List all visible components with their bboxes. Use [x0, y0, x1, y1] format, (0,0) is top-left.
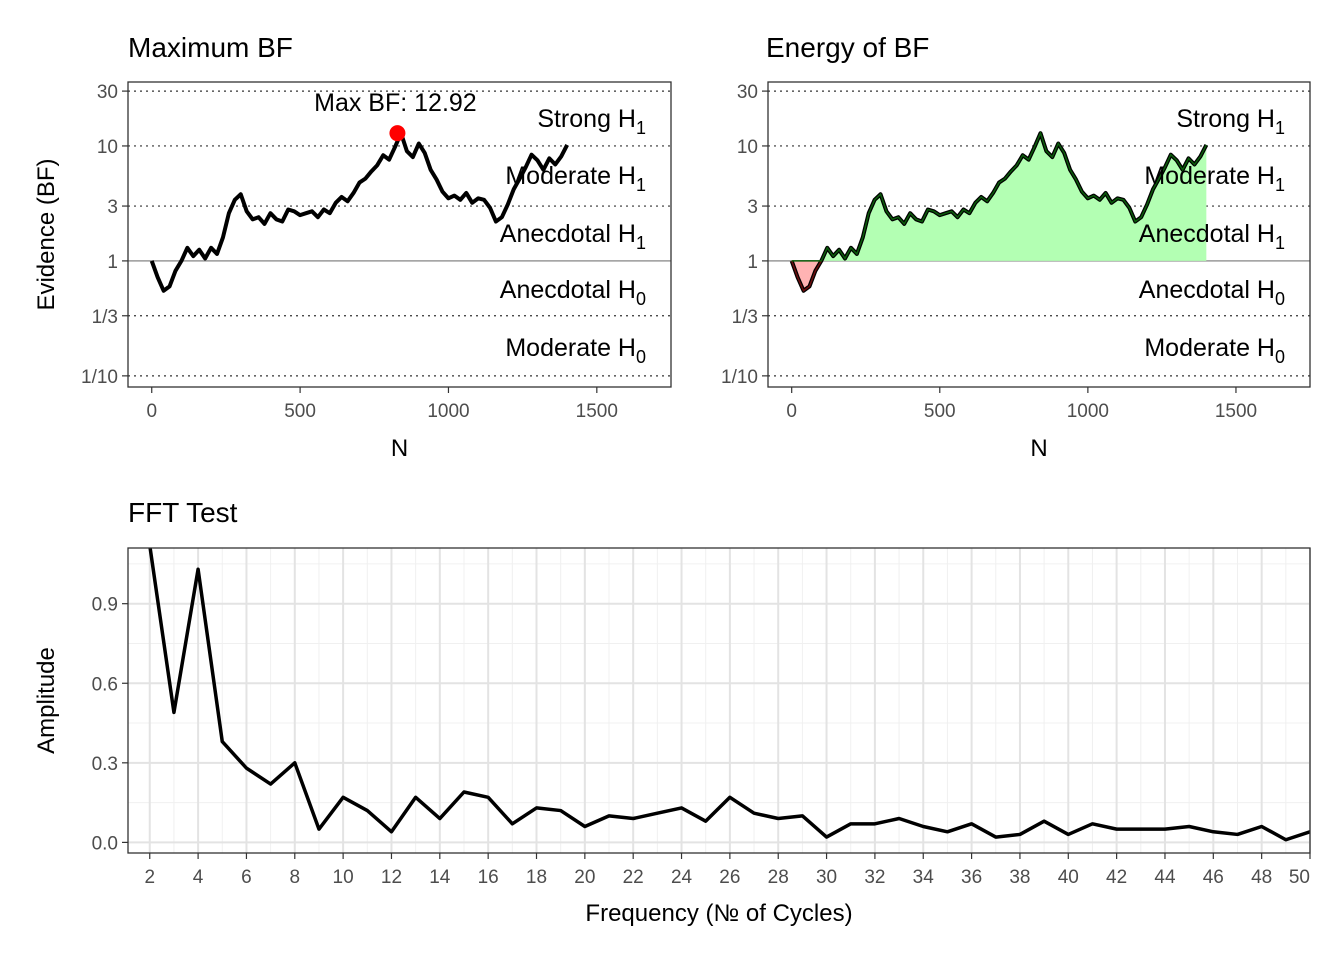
fft-line — [148, 548, 1310, 842]
y-tick-label: 10 — [737, 137, 758, 158]
x-tick-label: 32 — [864, 867, 885, 888]
x-tick-label: 38 — [1009, 867, 1030, 888]
x-tick-label: 16 — [478, 867, 499, 888]
panel-title: Maximum BF — [128, 32, 293, 63]
x-tick-label: 500 — [924, 401, 956, 422]
x-tick-label: 40 — [1058, 867, 1079, 888]
y-tick-label: 30 — [737, 82, 758, 103]
x-tick-label: 0 — [146, 401, 157, 422]
y-tick-label: 1/10 — [721, 367, 758, 388]
x-tick-label: 28 — [768, 867, 789, 888]
x-tick-label: 1000 — [427, 401, 469, 422]
y-tick-label: 0.6 — [92, 674, 118, 695]
x-axis-label: N — [391, 435, 408, 462]
x-tick-label: 50 — [1289, 867, 1310, 888]
panel-border — [127, 81, 672, 388]
panel-border — [767, 81, 1311, 388]
zone-label: Moderate H1 — [1144, 162, 1285, 195]
zone-label: Anecdotal H0 — [500, 276, 646, 309]
x-tick-label: 46 — [1203, 867, 1224, 888]
y-tick-label: 0.3 — [92, 754, 118, 775]
negative-area — [791, 260, 822, 291]
x-tick-label: 26 — [719, 867, 740, 888]
y-tick-label: 1 — [107, 252, 118, 273]
x-tick-label: 30 — [816, 867, 837, 888]
y-tick-label: 0.9 — [92, 595, 118, 616]
x-tick-label: 34 — [913, 867, 935, 888]
y-tick-label: 1/3 — [732, 307, 758, 328]
x-axis-label: Frequency (№ of Cycles) — [585, 900, 852, 927]
x-tick-label: 12 — [381, 867, 402, 888]
zone-label: Strong H1 — [537, 105, 646, 138]
x-tick-label: 20 — [574, 867, 595, 888]
y-tick-label: 1 — [747, 252, 758, 273]
positive-line — [791, 131, 1208, 262]
x-tick-label: 2 — [144, 867, 155, 888]
x-tick-label: 500 — [284, 401, 316, 422]
y-tick-label: 0.0 — [92, 833, 118, 854]
x-tick-label: 4 — [193, 867, 204, 888]
y-axis-label: Amplitude — [33, 647, 60, 754]
zone-label: Anecdotal H1 — [500, 220, 646, 253]
max-bf-label: Max BF: 12.92 — [314, 89, 477, 117]
x-tick-label: 1500 — [1215, 401, 1257, 422]
panel-title: Energy of BF — [766, 32, 929, 63]
x-tick-label: 0 — [786, 401, 797, 422]
bf-line — [149, 131, 569, 293]
x-tick-label: 24 — [671, 867, 693, 888]
negative-line — [790, 260, 822, 292]
x-axis-label: N — [1030, 435, 1047, 462]
x-tick-label: 10 — [333, 867, 354, 888]
y-tick-label: 10 — [97, 137, 118, 158]
max-bf-point — [389, 125, 406, 142]
panel-energy-bf: Energy of BF Strong H1 Moderate H1 Anecdota… — [721, 32, 1311, 462]
zone-label: Anecdotal H1 — [1139, 220, 1285, 253]
x-tick-label: 36 — [961, 867, 982, 888]
zone-label: Anecdotal H0 — [1139, 276, 1285, 309]
zone-label: Moderate H1 — [505, 162, 646, 195]
x-tick-label: 6 — [241, 867, 252, 888]
x-tick-label: 1000 — [1067, 401, 1109, 422]
y-tick-label: 3 — [107, 197, 118, 218]
y-tick-label: 30 — [97, 82, 118, 103]
zone-label: Strong H1 — [1176, 105, 1285, 138]
x-tick-label: 18 — [526, 867, 547, 888]
x-tick-label: 22 — [623, 867, 644, 888]
x-tick-label: 42 — [1106, 867, 1127, 888]
y-tick-label: 1/10 — [81, 367, 118, 388]
x-tick-label: 8 — [289, 867, 300, 888]
panel-title: FFT Test — [128, 497, 238, 528]
x-tick-label: 44 — [1154, 867, 1176, 888]
y-tick-label: 3 — [747, 197, 758, 218]
panel-maximum-bf: Maximum BF Max BF: 12.92 Strong H1 Moderate… — [33, 32, 672, 462]
x-tick-label: 14 — [429, 867, 451, 888]
x-tick-label: 1500 — [576, 401, 618, 422]
y-axis-label: Evidence (BF) — [33, 158, 60, 310]
panel-border — [127, 547, 1311, 854]
zone-label: Moderate H0 — [1144, 334, 1285, 367]
x-tick-label: 48 — [1251, 867, 1272, 888]
y-tick-label: 1/3 — [92, 307, 118, 328]
positive-area — [791, 133, 1207, 261]
zone-label: Moderate H0 — [505, 334, 646, 367]
